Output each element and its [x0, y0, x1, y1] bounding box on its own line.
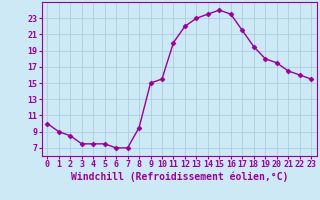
X-axis label: Windchill (Refroidissement éolien,°C): Windchill (Refroidissement éolien,°C) [70, 172, 288, 182]
